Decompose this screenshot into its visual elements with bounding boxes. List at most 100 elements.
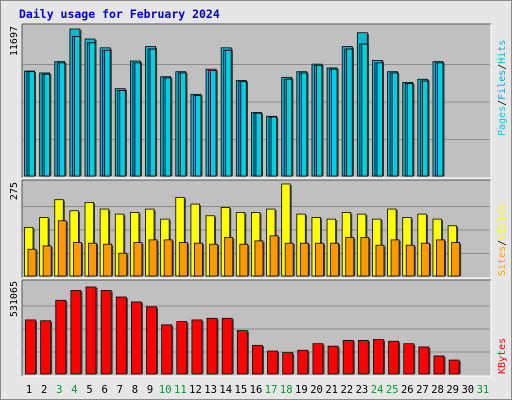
kbytes-bar <box>236 330 248 375</box>
pages-bar-shadow <box>140 63 142 177</box>
sites-bar <box>360 237 370 277</box>
sites-bar <box>57 220 67 277</box>
sites-bar-shadow <box>66 221 68 276</box>
pages-bar-shadow <box>95 43 97 177</box>
pages-bar-shadow <box>185 73 188 176</box>
pages-bar <box>28 71 35 177</box>
x-day-label: 10 <box>159 384 172 396</box>
kbytes-bar <box>70 290 82 375</box>
sites-bar-shadow <box>293 244 295 276</box>
x-day-label: 12 <box>189 384 202 396</box>
sites-bar <box>27 248 37 277</box>
pages-bar <box>104 49 111 177</box>
pages-bar-shadow <box>352 50 354 176</box>
y-max-label: 11697 <box>9 26 20 56</box>
sites-bar-shadow <box>111 245 114 276</box>
kbytes-bar-shadow <box>111 291 113 374</box>
pages-bar <box>437 62 444 177</box>
pages-bar <box>179 72 187 177</box>
pages-bar <box>195 95 202 177</box>
sites-bar <box>375 244 385 277</box>
sites-bar <box>345 237 355 277</box>
kbytes-bar <box>312 343 324 375</box>
legend-item: Visits <box>497 204 508 240</box>
sites-bar-shadow <box>338 244 341 276</box>
sites-bar-shadow <box>51 246 53 276</box>
legend-item: KBytes <box>497 338 508 374</box>
kbytes-bar <box>418 346 430 375</box>
kbytes-bar <box>448 359 460 375</box>
x-day-label: 3 <box>56 384 62 396</box>
sites-bar <box>103 243 113 277</box>
kbytes-bar-shadow <box>353 341 355 374</box>
kbytes-bar <box>373 339 384 375</box>
sites-bar <box>420 242 430 277</box>
x-day-label: 18 <box>280 384 293 396</box>
sites-bar-shadow <box>308 244 310 276</box>
visits-bar-shadow <box>108 210 111 276</box>
x-day-label: 30 <box>461 384 474 396</box>
sites-bar-shadow <box>444 240 446 276</box>
sites-bar-shadow <box>96 244 99 276</box>
sites-bar-shadow <box>157 240 159 276</box>
sites-bar-shadow <box>126 254 129 276</box>
sites-bar-shadow <box>368 238 371 276</box>
sites-bar-shadow <box>399 240 401 276</box>
legend-item: Pages <box>497 106 508 136</box>
sites-bar-shadow <box>383 246 386 276</box>
pages-bar-shadow <box>170 78 173 176</box>
kbytes-bar-shadow <box>262 346 264 374</box>
sites-bar <box>269 235 279 277</box>
x-day-label: 26 <box>401 384 414 396</box>
kbytes-bar-shadow <box>186 322 189 374</box>
sites-bar <box>88 242 97 277</box>
visits-bar-shadow <box>199 205 201 276</box>
kbytes-bar-shadow <box>35 320 37 374</box>
legend-item: / <box>497 240 508 246</box>
x-day-label: 19 <box>295 384 308 396</box>
pages-bar-shadow <box>397 73 400 176</box>
kbytes-bar-shadow <box>307 351 310 374</box>
x-day-label: 23 <box>356 384 369 396</box>
x-day-label: 11 <box>174 384 187 396</box>
pages-bar-shadow <box>442 63 445 177</box>
x-day-label: 31 <box>477 384 490 396</box>
pages-bar-shadow <box>155 50 158 176</box>
pages-bar <box>270 116 277 177</box>
kbytes-bar <box>342 340 354 375</box>
x-day-label: 22 <box>340 384 353 396</box>
kbytes-bar <box>161 324 173 375</box>
x-day-label: 1 <box>26 384 32 396</box>
pages-bar <box>361 43 368 177</box>
pages-bar <box>376 62 383 177</box>
pages-bar <box>134 62 141 177</box>
legend-item: Sites <box>497 246 508 276</box>
sites-bar <box>163 239 173 277</box>
sites-bar-shadow <box>187 243 189 276</box>
sites-bar-shadow <box>353 238 356 276</box>
y-max-label: 275 <box>9 182 20 200</box>
pages-bar <box>421 80 429 177</box>
kbytes-bar-shadow <box>459 361 461 374</box>
kbytes-bar <box>221 317 233 375</box>
sites-bar-shadow <box>202 244 204 276</box>
sites-bar <box>284 242 294 277</box>
sites-bar <box>178 242 188 277</box>
sites-bar-shadow <box>36 250 38 276</box>
kbytes-bar <box>191 319 203 375</box>
pages-bar <box>391 72 398 177</box>
chart-title: Daily usage for February 2024 <box>19 7 220 21</box>
x-day-label: 29 <box>446 384 459 396</box>
x-day-label: 5 <box>86 384 92 396</box>
x-day-label: 28 <box>431 384 444 396</box>
sites-bar <box>390 239 400 277</box>
sites-bar-shadow <box>323 244 325 276</box>
pages-bar-shadow <box>110 51 112 176</box>
pages-bar <box>58 62 66 177</box>
x-day-label: 16 <box>250 384 263 396</box>
kbytes-bar <box>206 317 218 375</box>
pages-bar-shadow <box>276 117 279 176</box>
pages-bar <box>285 78 293 177</box>
sites-bar <box>133 242 143 277</box>
pages-bar <box>225 49 232 177</box>
